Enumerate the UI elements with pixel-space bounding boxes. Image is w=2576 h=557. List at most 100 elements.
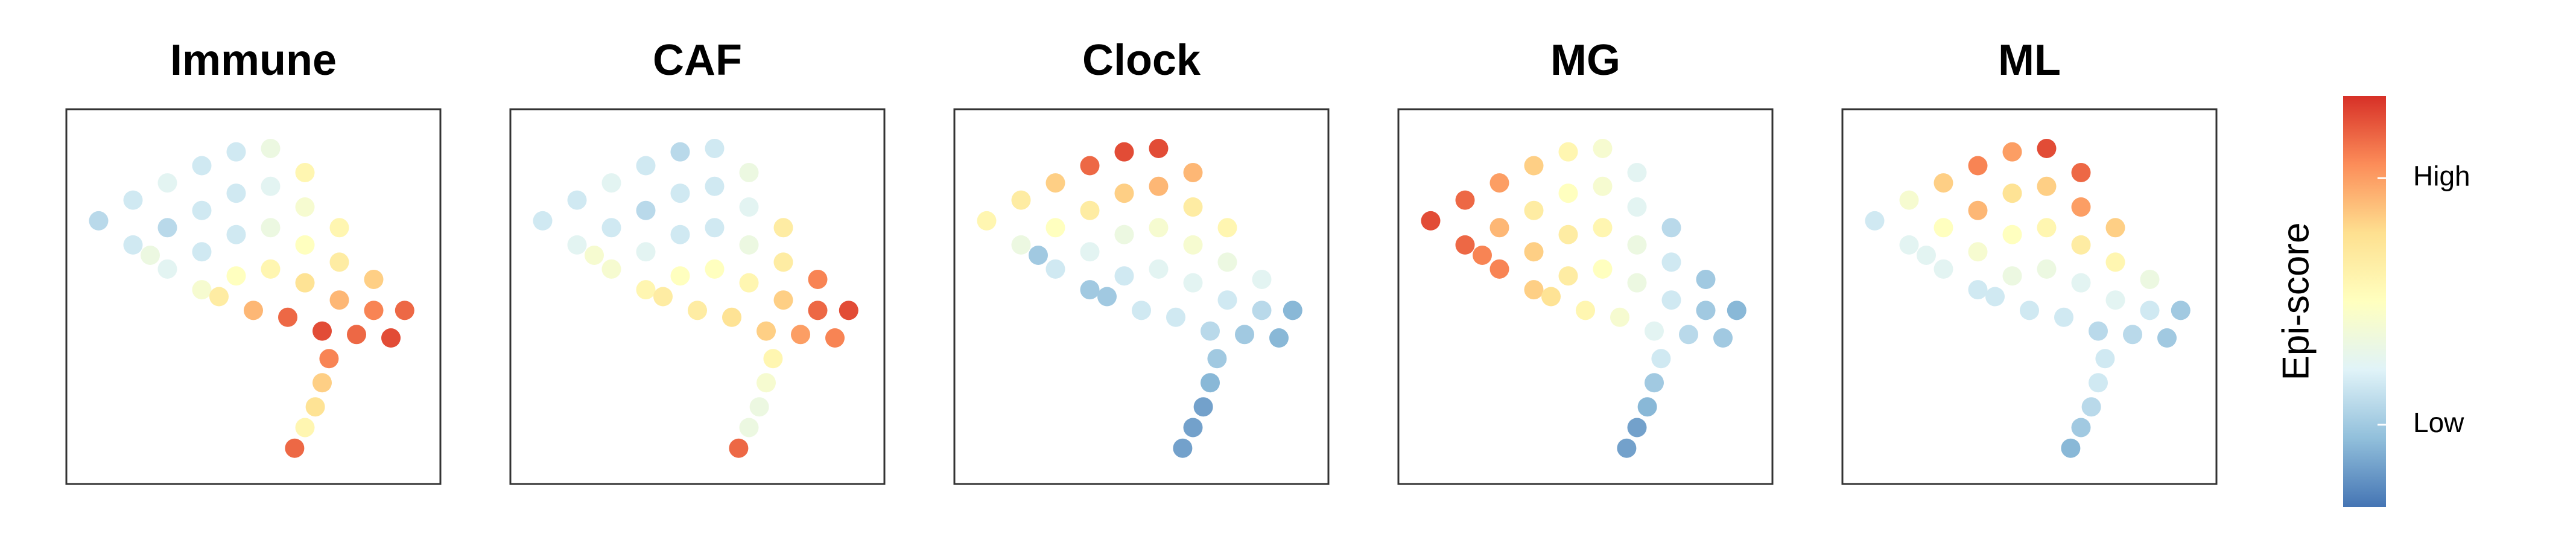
cell-point: [1011, 235, 1031, 255]
cell-point: [1080, 156, 1100, 176]
cell-point: [329, 218, 349, 238]
cell-point: [2061, 438, 2081, 458]
cell-point: [1149, 259, 1169, 279]
cell-point: [757, 373, 776, 393]
cell-point: [1217, 218, 1237, 238]
cell-point: [601, 173, 621, 193]
cell-point: [1207, 349, 1227, 369]
cell-point: [1455, 235, 1475, 255]
cell-point: [1541, 287, 1561, 307]
cell-point: [773, 290, 793, 310]
cell-point: [1011, 190, 1031, 210]
cell-point: [364, 269, 384, 289]
cell-point: [1610, 307, 1629, 327]
cell-point: [567, 235, 587, 255]
cell-point: [157, 173, 177, 193]
cell-point: [1696, 269, 1716, 289]
cell-point: [1201, 373, 1220, 393]
cell-point: [1645, 373, 1664, 393]
cell-point: [749, 397, 769, 417]
cell-point: [1917, 245, 1936, 265]
cell-point: [977, 211, 997, 231]
cell-point: [1934, 259, 1953, 279]
cell-point: [1727, 301, 1746, 320]
cell-point: [295, 273, 315, 293]
cell-point: [2071, 235, 2091, 255]
cell-point: [1968, 156, 1988, 176]
cell-point: [157, 259, 177, 279]
cell-point: [226, 142, 246, 162]
cell-point: [312, 373, 332, 393]
cell-point: [1679, 325, 1698, 345]
cell-point: [141, 245, 160, 265]
cell-point: [739, 235, 759, 255]
panel-frame: [65, 108, 442, 485]
cell-point: [2105, 218, 2125, 238]
cell-point: [1166, 307, 1185, 327]
cell-point: [261, 218, 281, 238]
cell-point: [1173, 438, 1193, 458]
cell-point: [295, 162, 315, 182]
cell-point: [2020, 301, 2039, 320]
cell-point: [329, 252, 349, 272]
cell-point: [364, 301, 384, 320]
cell-point: [1235, 325, 1254, 345]
cell-point: [1097, 287, 1117, 307]
cell-point: [295, 197, 315, 217]
panel-title: MG: [1550, 36, 1620, 84]
panel-title: Clock: [1082, 36, 1201, 84]
cell-point: [533, 211, 553, 231]
cell-point: [1489, 173, 1509, 193]
cell-point: [89, 211, 109, 231]
cell-point: [1489, 259, 1509, 279]
cell-point: [705, 259, 725, 279]
cell-point: [261, 176, 281, 196]
cell-point: [157, 218, 177, 238]
cell-point: [1627, 162, 1647, 182]
cell-point: [739, 273, 759, 293]
cell-point: [278, 307, 297, 327]
cell-point: [1217, 290, 1237, 310]
cell-point: [705, 176, 725, 196]
cell-point: [1558, 183, 1578, 203]
cell-point: [791, 325, 810, 345]
cell-point: [1283, 301, 1302, 320]
cell-point: [1455, 190, 1475, 210]
cell-point: [2095, 349, 2115, 369]
cell-point: [1149, 176, 1169, 196]
cell-point: [1696, 301, 1716, 320]
cell-point: [2037, 138, 2057, 158]
cell-point: [773, 218, 793, 238]
panel-frame: [1397, 108, 1774, 485]
cell-point: [2105, 290, 2125, 310]
cell-point: [636, 242, 656, 262]
cell-point: [226, 224, 246, 244]
cell-point: [2002, 183, 2022, 203]
cell-point: [670, 224, 690, 244]
cell-point: [1865, 211, 1885, 231]
cell-point: [192, 280, 212, 300]
cell-point: [2037, 176, 2057, 196]
cell-point: [192, 156, 212, 176]
cell-point: [1183, 162, 1203, 182]
cell-point: [123, 190, 143, 210]
cell-point: [2071, 162, 2091, 182]
cell-point: [2037, 259, 2057, 279]
cell-point: [295, 235, 315, 255]
cell-point: [123, 235, 143, 255]
cell-point: [1593, 259, 1613, 279]
cell-point: [1149, 218, 1169, 238]
cell-point: [395, 301, 414, 320]
cell-point: [1080, 280, 1100, 300]
cell-point: [601, 218, 621, 238]
cell-point: [192, 200, 212, 220]
cell-point: [209, 287, 229, 307]
cell-point: [567, 190, 587, 210]
panel-title: Immune: [170, 36, 337, 84]
cell-point: [1645, 321, 1664, 341]
cell-point: [1080, 242, 1100, 262]
cell-point: [763, 349, 783, 369]
cell-point: [1524, 200, 1544, 220]
cell-point: [319, 349, 339, 369]
